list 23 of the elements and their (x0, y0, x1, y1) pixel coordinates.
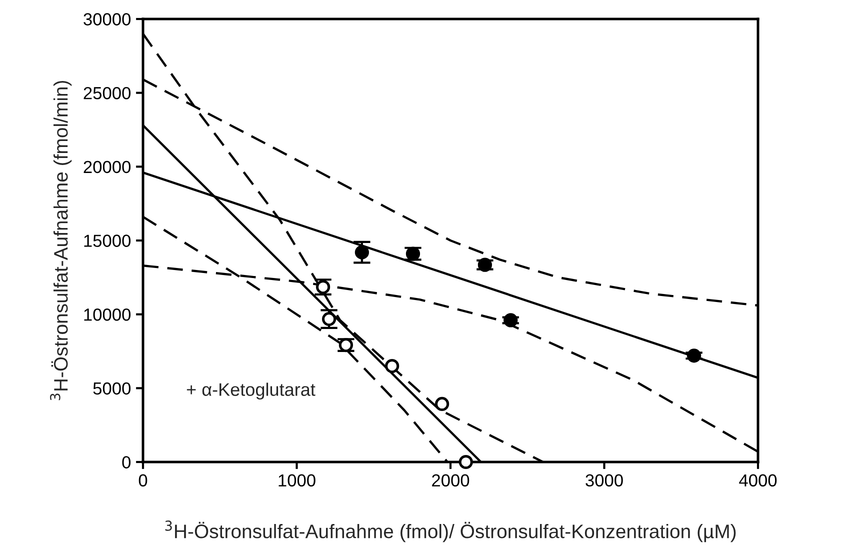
x-axis-title: $^{3}$H-Östronsulfat-Aufnahme (fmol)/ Östronsulfat-Konzentration (µM) (165, 520, 736, 542)
point (458, 454, 473, 470)
point (322, 312, 336, 326)
y-tick-label: 25000 (84, 87, 131, 100)
y-tick-label: 5000 (93, 382, 131, 395)
x-tick-label: 3000 (586, 474, 623, 487)
point (434, 396, 450, 412)
y-tick-label: 30000 (84, 13, 131, 26)
point (385, 358, 400, 374)
point (686, 348, 702, 363)
x-tick-label: 4000 (739, 474, 777, 487)
annotation: + α-Ketoglutarat (186, 382, 316, 400)
x-tick-label: 2000 (432, 474, 470, 487)
x-tick-label: 0 (138, 474, 148, 487)
x-tick-label: 1000 (278, 474, 316, 487)
y-tick-label: 15000 (84, 234, 131, 247)
y-tick-label: 0 (122, 456, 131, 468)
y-tick-label: 20000 (84, 160, 131, 174)
y-tick-label: 10000 (84, 308, 131, 321)
y-axis-title: $^{3}$H-Östronsulfat-Aufnahme (fmol/min) (50, 80, 72, 400)
point (354, 245, 369, 260)
point (504, 313, 518, 328)
point (478, 258, 492, 272)
